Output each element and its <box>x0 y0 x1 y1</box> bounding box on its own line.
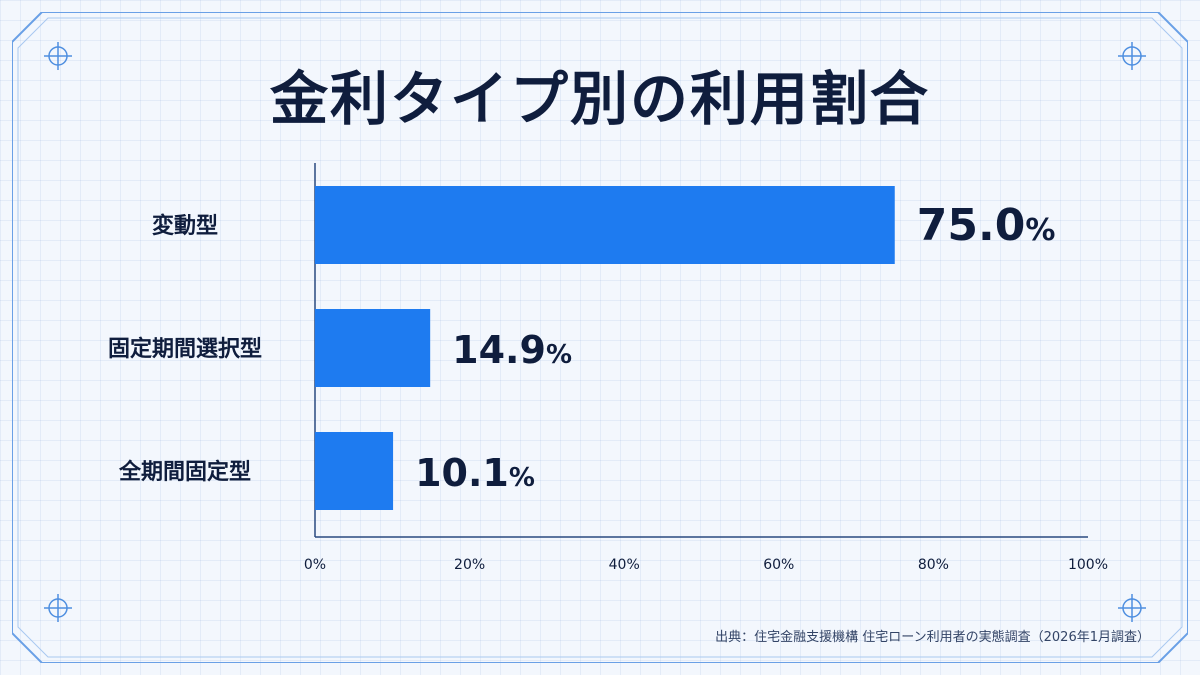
value-label: 14.9% <box>452 328 572 372</box>
source-note: 出典：住宅金融支援機構 住宅ローン利用者の実態調査（2026年1月調査） <box>715 630 1150 645</box>
x-tick-label: 0% <box>304 557 326 573</box>
category-label: 固定期間選択型 <box>108 336 262 362</box>
x-tick-label: 20% <box>454 557 485 573</box>
bar <box>315 432 394 510</box>
crosshair-icon <box>1118 42 1146 70</box>
bar <box>315 309 431 387</box>
category-label: 変動型 <box>152 213 218 239</box>
chart-title: 金利タイプ別の利用割合 <box>269 65 930 133</box>
x-tick-label: 60% <box>763 557 794 573</box>
crosshair-icon <box>44 42 72 70</box>
decorative-frame <box>12 12 1188 663</box>
value-label: 75.0% <box>917 200 1056 251</box>
value-label: 10.1% <box>415 451 535 495</box>
crosshair-icon <box>44 594 72 622</box>
x-tick-label: 80% <box>918 557 949 573</box>
crosshair-icon <box>1118 594 1146 622</box>
x-tick-label: 40% <box>609 557 640 573</box>
x-tick-label: 100% <box>1068 557 1108 573</box>
bar <box>315 186 895 264</box>
category-label: 全期間固定型 <box>118 459 251 485</box>
